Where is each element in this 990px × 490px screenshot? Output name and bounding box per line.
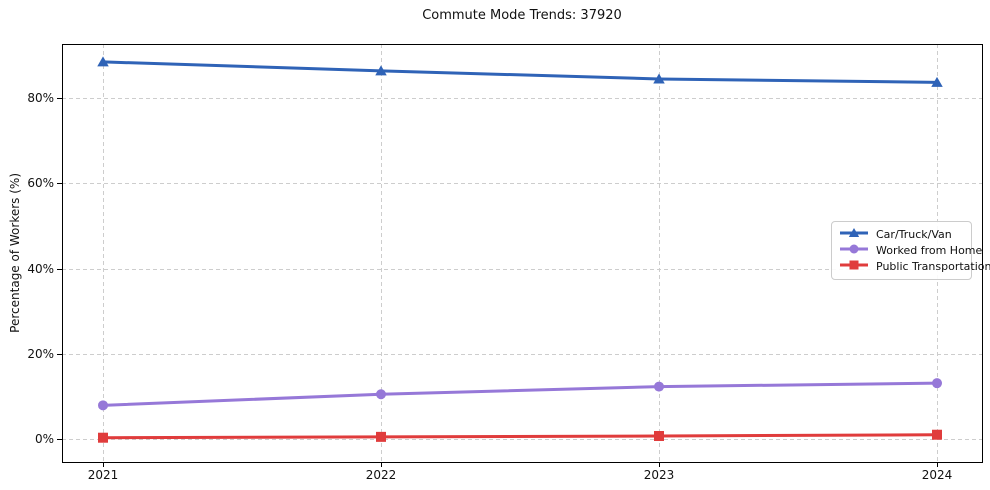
marker-circle — [98, 400, 108, 411]
marker-triangle — [653, 73, 665, 84]
marker-triangle — [848, 228, 860, 238]
chart-title: Commute Mode Trends: 37920 — [422, 8, 622, 23]
plot-border — [62, 44, 983, 463]
marker-square — [654, 431, 664, 442]
legend-label: Car/Truck/Van — [876, 228, 952, 241]
marker-square — [98, 432, 108, 443]
marker-square — [376, 431, 386, 442]
marker-circle — [849, 244, 859, 254]
legend-line-circle-icon — [838, 241, 870, 260]
legend-line-triangle-icon — [838, 225, 870, 244]
legend-label: Worked from Home — [876, 244, 983, 257]
y-tick-label: 60% — [27, 176, 54, 191]
marker-triangle — [375, 65, 387, 76]
legend-item-worked-from-home: Worked from Home — [838, 241, 982, 260]
x-tick-label: 2021 — [87, 468, 119, 482]
x-tick-label: 2022 — [365, 468, 397, 482]
marker-triangle — [97, 56, 109, 67]
legend-label: Public Transportation — [876, 260, 990, 273]
y-tick-label: 80% — [27, 91, 54, 106]
marker-square — [932, 429, 942, 440]
x-tick-label: 2023 — [643, 468, 675, 482]
y-tick-label: 20% — [27, 346, 54, 361]
legend-item-car-truck-van: Car/Truck/Van — [838, 227, 965, 242]
series-line-car-truck-van — [101, 60, 939, 84]
marker-circle — [376, 389, 386, 400]
marker-triangle — [931, 76, 943, 87]
series-line-public-transportation — [101, 433, 939, 440]
marker-square — [849, 260, 859, 270]
marker-circle — [932, 378, 942, 389]
legend: Car/Truck/Van Worked from Home Public Tr… — [831, 221, 990, 280]
legend-item-public-transportation: Public Transportation — [838, 257, 990, 276]
y-tick-label: 40% — [27, 261, 54, 276]
x-tick-label: 2024 — [921, 468, 953, 482]
y-tick-label: 0% — [34, 431, 54, 446]
marker-circle — [654, 381, 664, 392]
legend-line-square-icon — [838, 257, 870, 276]
series-line-worked-from-home — [101, 381, 939, 407]
